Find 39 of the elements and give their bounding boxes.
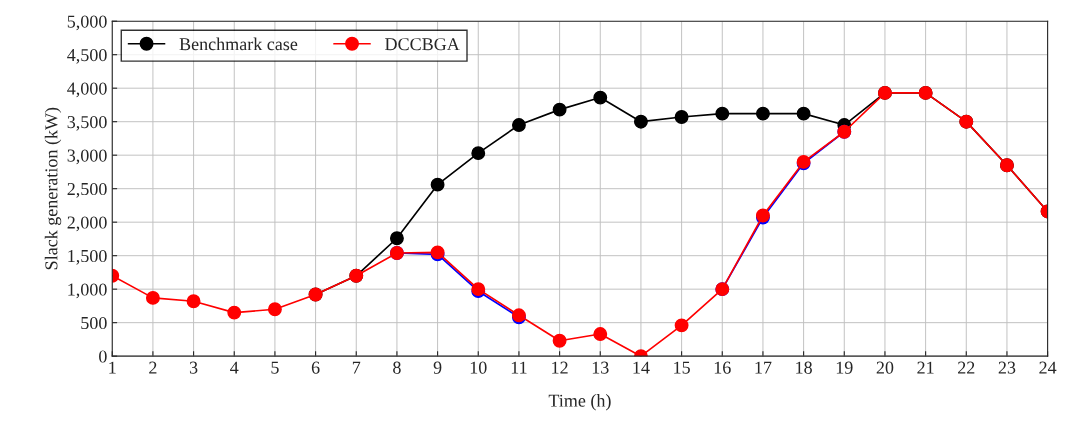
x-tick-label: 22 (958, 361, 975, 374)
x-tick-label: 20 (876, 361, 894, 374)
y-tick-label: 500 (81, 316, 107, 330)
x-tick-label: 6 (311, 361, 320, 374)
y-axis-title: Slack generation (kW) (44, 107, 62, 270)
x-tick-label: 21 (917, 361, 934, 374)
x-tick-label: 2 (149, 361, 157, 374)
y-tick-label: 3,000 (67, 149, 107, 165)
x-tick-label: 1 (109, 361, 116, 374)
y-tick-label: 5,000 (67, 15, 107, 31)
y-tick-label: 4,000 (67, 82, 107, 98)
x-tick-label: 15 (674, 361, 690, 374)
x-tick-label: 7 (352, 361, 361, 374)
legend-label: Benchmark case (179, 37, 298, 51)
x-tick-label: 10 (470, 361, 487, 374)
x-tick-label: 5 (271, 361, 279, 374)
y-tick-label: 4,500 (67, 48, 107, 64)
x-tick-label: 12 (552, 361, 568, 374)
x-tick-label: 16 (714, 361, 731, 374)
y-tick-label: 3,500 (67, 115, 107, 131)
x-tick-label: 23 (998, 361, 1016, 374)
x-tick-label: 8 (393, 361, 401, 374)
x-tick-label: 19 (836, 361, 853, 374)
x-tick-label: 3 (189, 361, 198, 374)
y-tick-label: 1,500 (68, 249, 107, 265)
legend-label: DCCBGA (385, 38, 460, 51)
x-tick-label: 4 (230, 361, 239, 374)
x-tick-label: 14 (633, 361, 650, 374)
y-tick-label: 1,000 (68, 283, 107, 299)
x-tick-label: 24 (1039, 361, 1057, 374)
x-tick-label: 9 (433, 361, 442, 374)
x-axis-title: Time (h) (548, 394, 611, 411)
y-tick-label: 0 (99, 350, 107, 363)
x-tick-label: 18 (796, 361, 812, 374)
x-tick-label: 11 (511, 361, 527, 374)
x-tick-label: 17 (755, 361, 772, 374)
x-tick-label: 13 (592, 361, 609, 374)
y-tick-label: 2,000 (67, 216, 107, 232)
y-tick-label: 2,500 (67, 182, 107, 198)
